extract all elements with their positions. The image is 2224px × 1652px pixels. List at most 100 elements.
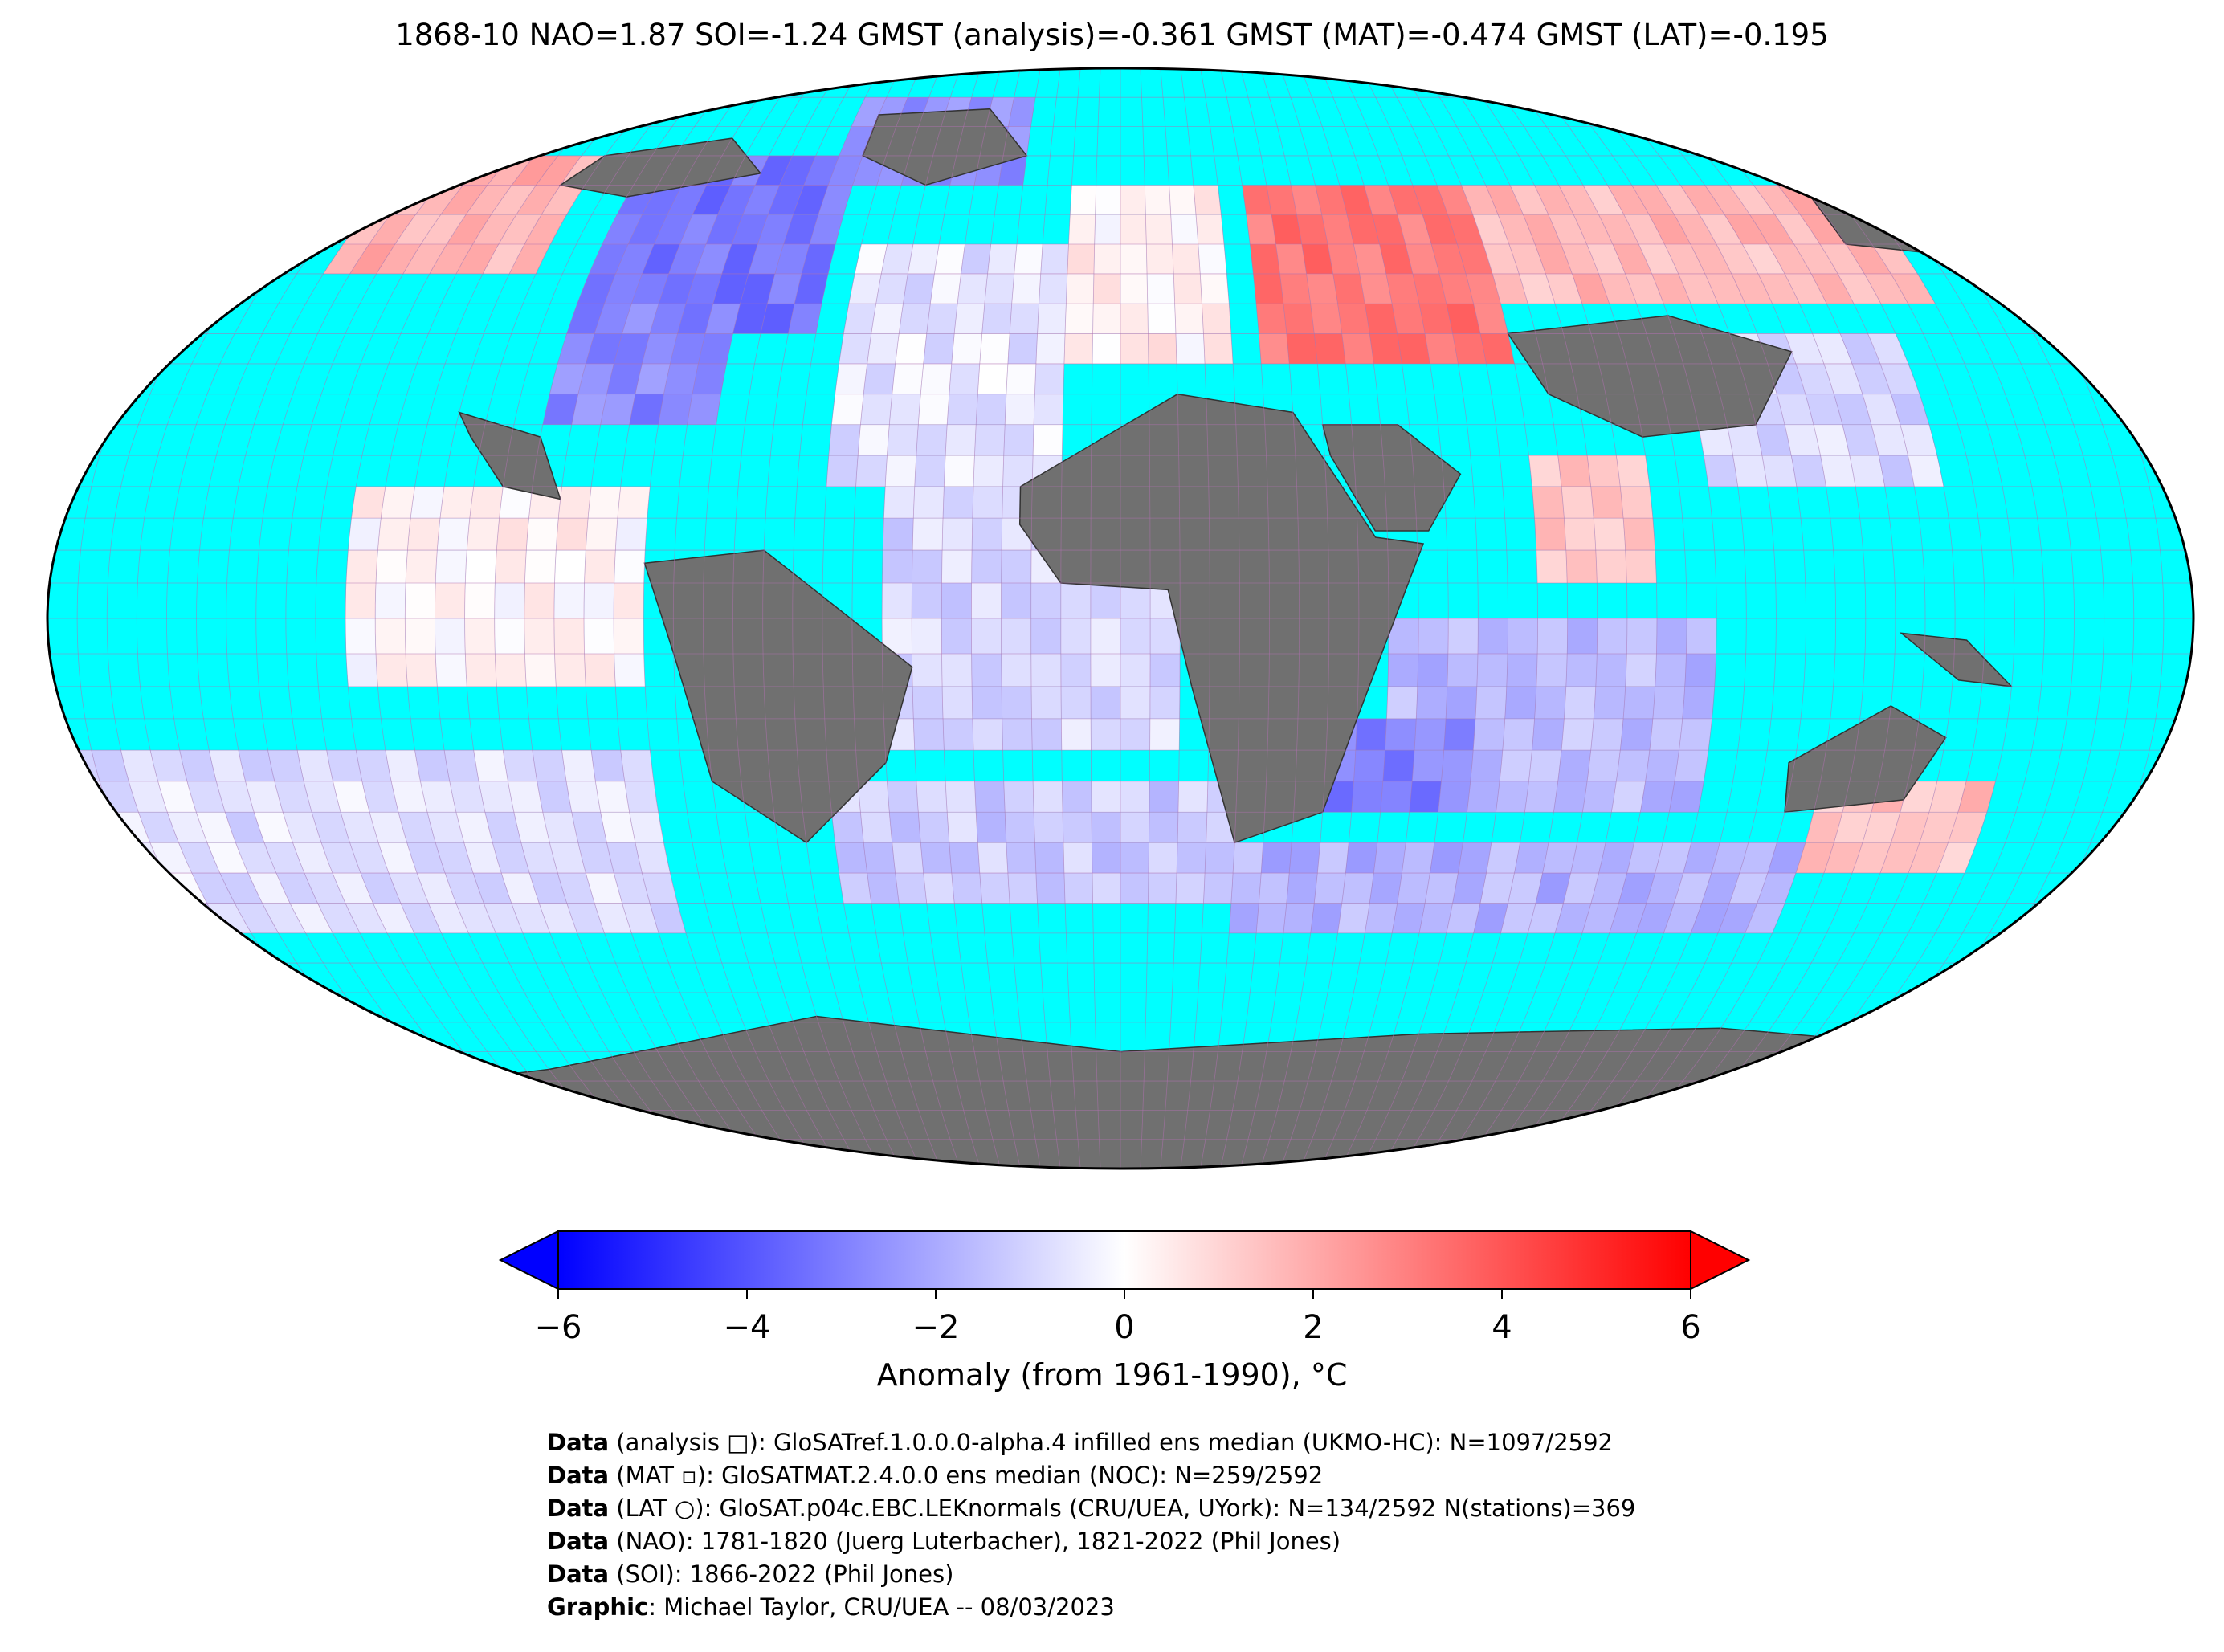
- anomaly-cell: [566, 304, 605, 334]
- anomaly-cell: [186, 781, 226, 813]
- anomaly-cell: [445, 873, 484, 904]
- anomaly-cell: [473, 873, 512, 904]
- anomaly-cell: [1092, 873, 1120, 904]
- anomaly-cell: [333, 873, 373, 904]
- anomaly-cell: [1060, 618, 1091, 654]
- anomaly-cell: [622, 304, 659, 334]
- anomaly-cell: [1891, 274, 1936, 304]
- anomaly-cell: [1070, 185, 1096, 215]
- anomaly-cell: [1010, 304, 1039, 334]
- anomaly-cell: [1033, 781, 1063, 813]
- anomaly-cell: [1061, 718, 1092, 751]
- anomaly-cell: [1655, 654, 1687, 687]
- anomaly-cell: [760, 304, 795, 334]
- anomaly-cell: [1382, 750, 1414, 781]
- anomaly-cell: [1727, 424, 1762, 456]
- anomaly-cell: [971, 550, 1002, 583]
- anomaly-cell: [1651, 274, 1691, 304]
- anomaly-cell: [498, 214, 542, 244]
- anomaly-cell: [692, 364, 727, 394]
- anomaly-cell: [1177, 812, 1207, 843]
- anomaly-cell: [1767, 842, 1806, 873]
- anomaly-cell: [617, 486, 651, 519]
- anomaly-cell: [1587, 750, 1621, 781]
- anomaly-cell: [1193, 185, 1222, 215]
- anomaly-cell: [1001, 654, 1031, 687]
- anomaly-cell: [1761, 455, 1797, 487]
- anomaly-cell: [803, 155, 839, 186]
- anomaly-cell: [887, 424, 919, 456]
- anomaly-cell: [323, 244, 369, 274]
- anomaly-cell: [1891, 812, 1929, 843]
- anomaly-cell: [440, 486, 474, 519]
- anomaly-cell: [614, 583, 644, 618]
- anomaly-cell: [695, 244, 732, 274]
- anomaly-cell: [532, 750, 566, 781]
- anomaly-cell: [1701, 873, 1740, 904]
- anomaly-cell: [385, 750, 421, 781]
- anomaly-cell: [1785, 424, 1821, 456]
- anomaly-cell: [1564, 518, 1596, 551]
- anomaly-cell: [1598, 214, 1639, 244]
- anomaly-cell: [554, 550, 586, 583]
- anomaly-cell: [465, 550, 497, 583]
- world-map: [46, 67, 2195, 1170]
- anomaly-cell: [1795, 842, 1834, 873]
- anomaly-cell: [1506, 654, 1538, 687]
- anomaly-cell: [1120, 618, 1151, 654]
- anomaly-cell: [1145, 214, 1173, 244]
- anomaly-cell: [1704, 455, 1738, 487]
- anomaly-cell: [1203, 873, 1234, 904]
- anomaly-cell: [1849, 455, 1885, 487]
- anomaly-cell: [1724, 214, 1769, 244]
- anomaly-cell: [1563, 873, 1599, 904]
- anomaly-cell: [614, 618, 644, 654]
- anomaly-cell: [642, 244, 680, 274]
- anomaly-cell: [456, 244, 499, 274]
- anomaly-cell: [1867, 333, 1908, 364]
- anomaly-cell: [290, 903, 333, 933]
- anomaly-cell: [494, 618, 525, 654]
- anomaly-cell: [851, 97, 887, 127]
- anomaly-cell: [1795, 364, 1834, 394]
- anomaly-cell: [1067, 244, 1095, 274]
- anomaly-cell: [1805, 812, 1842, 843]
- anomaly-cell: [435, 550, 467, 583]
- anomaly-cell: [492, 842, 530, 873]
- anomaly-cell: [1002, 455, 1034, 487]
- anomaly-cell: [1561, 718, 1594, 751]
- anomaly-cell: [600, 394, 635, 425]
- anomaly-cell: [1663, 903, 1702, 933]
- anomaly-cell: [1150, 654, 1181, 687]
- anomaly-cell: [1397, 214, 1432, 244]
- anomaly-cell: [1749, 214, 1794, 244]
- anomaly-cell: [1652, 686, 1685, 719]
- anomaly-cell: [848, 274, 882, 304]
- anomaly-cell: [926, 304, 958, 334]
- anomaly-cell: [972, 718, 1003, 751]
- anomaly-cell: [1060, 654, 1091, 687]
- colorbar: [498, 1230, 1751, 1299]
- anomaly-cell: [1532, 718, 1565, 751]
- anomaly-cell: [875, 274, 908, 304]
- anomaly-cell: [191, 873, 235, 904]
- anomaly-cell: [1534, 686, 1566, 719]
- credit-line: Data (LAT ○): GloSAT.p04c.EBC.LEKnormals…: [547, 1495, 1636, 1522]
- anomaly-cell: [871, 304, 904, 334]
- anomaly-cell: [828, 155, 863, 186]
- anomaly-cell: [1233, 842, 1263, 873]
- anomaly-cell: [974, 424, 1006, 456]
- anomaly-cell: [499, 486, 533, 519]
- anomaly-cell: [858, 424, 890, 456]
- anomaly-cell: [1416, 686, 1447, 719]
- anomaly-cell: [1785, 274, 1827, 304]
- anomaly-cell: [831, 812, 864, 843]
- anomaly-cell: [1120, 214, 1147, 244]
- anomaly-cell: [1561, 486, 1594, 519]
- anomaly-cell: [216, 781, 255, 813]
- anomaly-cell: [1880, 364, 1920, 394]
- anomaly-cell: [1031, 686, 1062, 719]
- anomaly-cell: [1229, 903, 1259, 933]
- anomaly-cell: [614, 654, 646, 687]
- anomaly-cell: [1347, 214, 1380, 244]
